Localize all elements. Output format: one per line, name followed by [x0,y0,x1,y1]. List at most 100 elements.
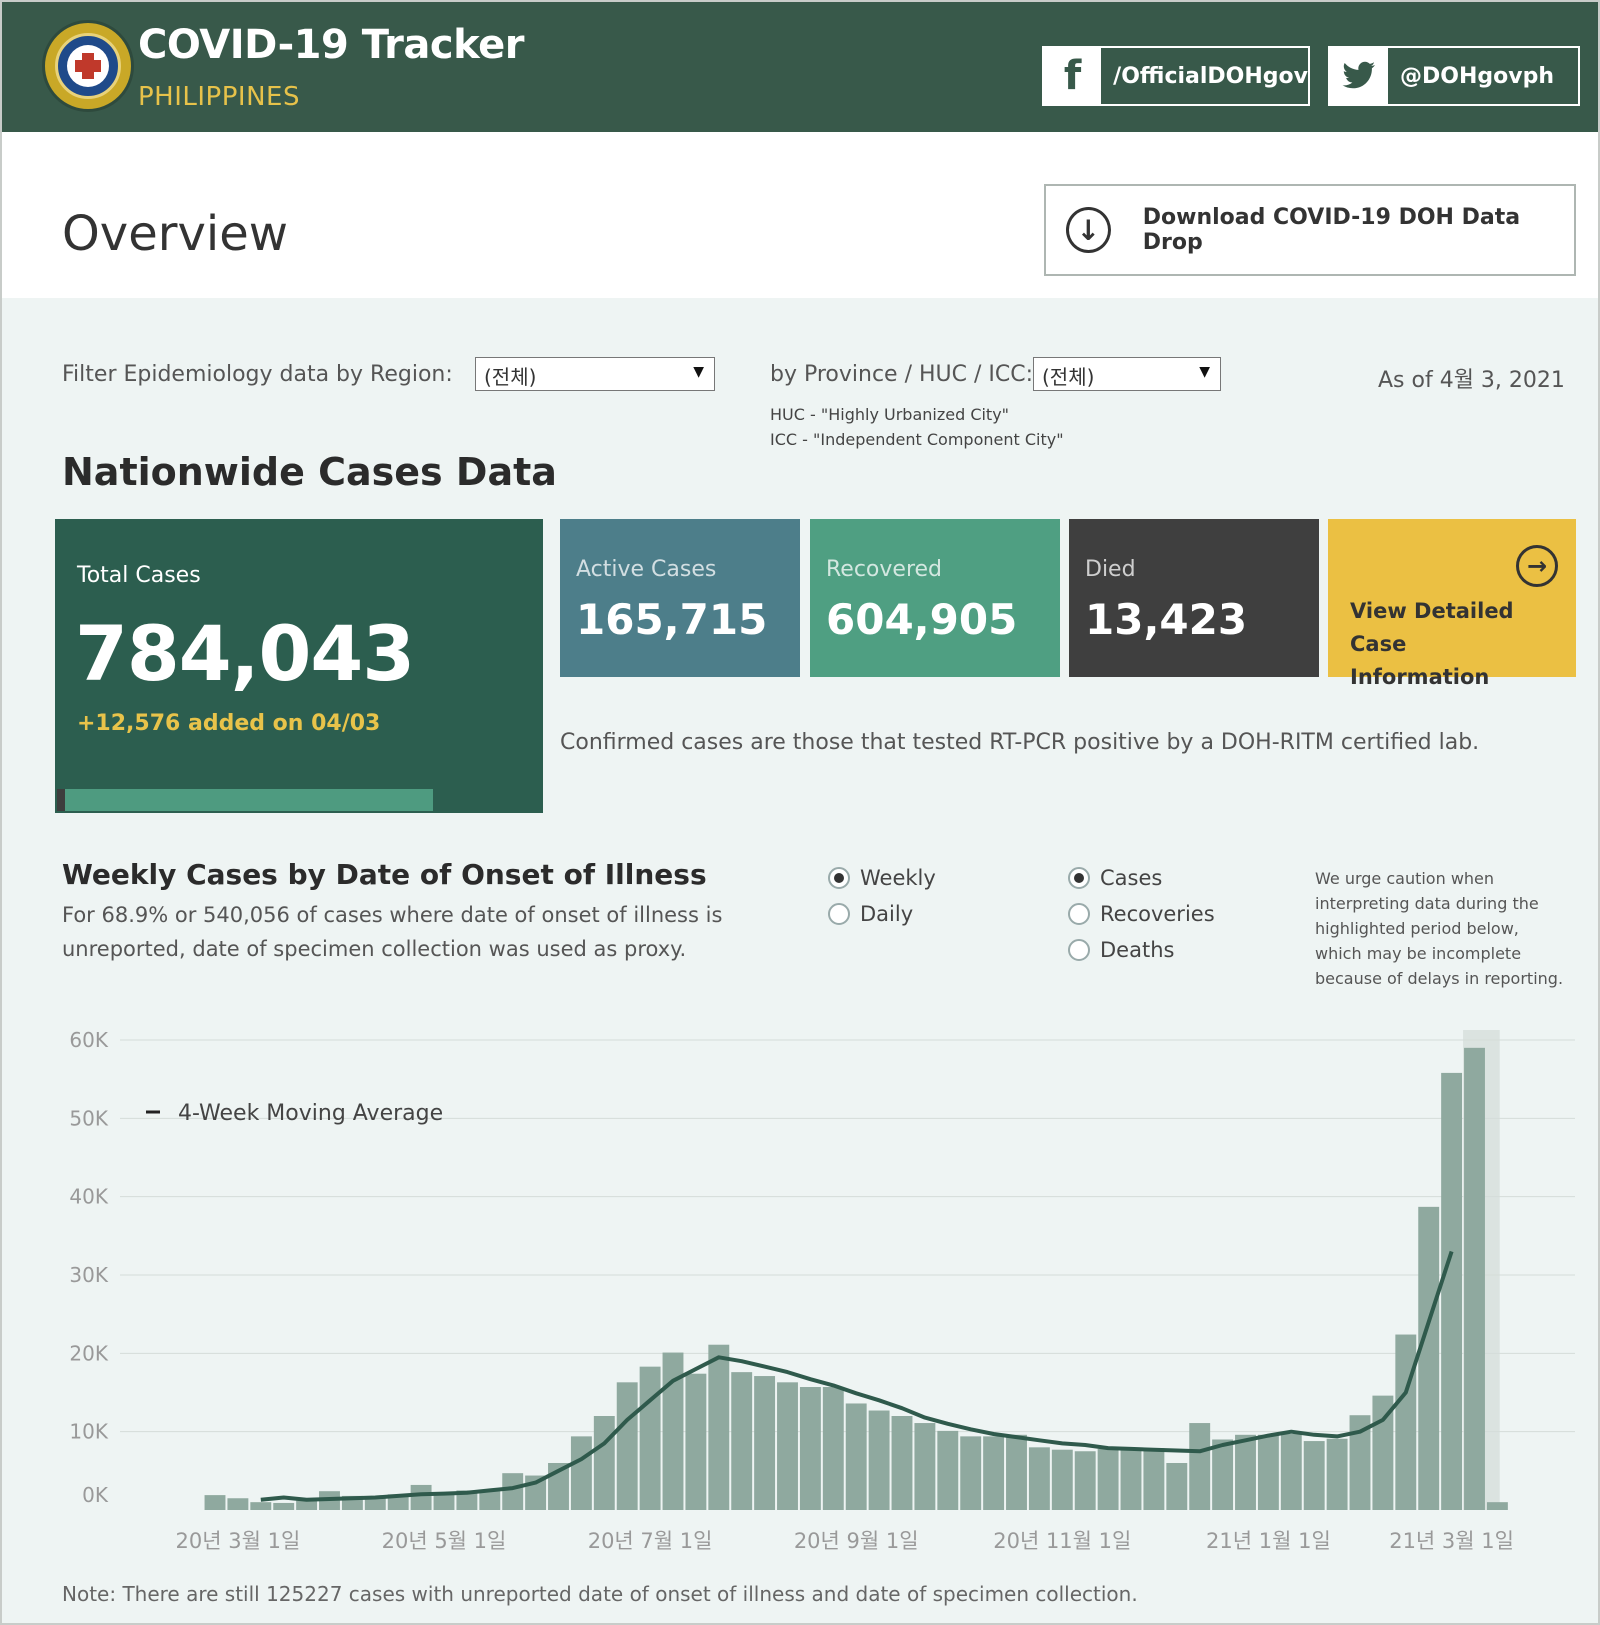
nationwide-title: Nationwide Cases Data [62,450,557,494]
died-label: Died [1085,557,1136,582]
radio-cases[interactable]: Cases [1068,866,1162,890]
y-tick-label: 0K [82,1483,109,1507]
total-cases-card: Total Cases 784,043 +12,576 added on 04/… [55,519,543,813]
bar [937,1430,959,1510]
bar [662,1352,684,1510]
recovered-value: 604,905 [826,595,1018,644]
bar [891,1416,913,1510]
bar [1395,1334,1417,1510]
facebook-icon: f [1044,48,1102,104]
died-card: Died 13,423 [1069,519,1319,677]
caution-note: We urge caution when interpreting data d… [1315,869,1564,988]
page-title: Overview [62,206,288,262]
bar [1464,1047,1485,1510]
radio-weekly[interactable]: Weekly [828,866,936,890]
bar [1349,1415,1371,1510]
bar [1006,1434,1027,1510]
y-tick-label: 60K [69,1028,108,1052]
x-tick-label: 21년 1월 1일 [1206,1529,1331,1553]
radio-cases-label: Cases [1100,866,1163,890]
x-tick-label: 20년 3월 1일 [176,1529,301,1553]
bar [799,1387,821,1510]
y-tick-label: 50K [69,1106,108,1130]
weekly-cases-chart: 0K 10K 20K 30K 40K 50K 60K 20년 3월 1일 20년 5월 1일 20… [69,1028,1575,1553]
region-select[interactable]: (전체) ▼ [475,357,715,391]
radio-recoveries-label: Recoveries [1100,902,1215,926]
download-data-button[interactable]: ↓ Download COVID-19 DOH Data Drop [1044,184,1576,276]
twitter-link[interactable]: @DOHgovph [1328,46,1580,106]
bar [227,1498,249,1510]
bar [479,1491,501,1510]
twitter-label: @DOHgovph [1400,63,1554,89]
radio-deaths[interactable]: Deaths [1068,938,1174,962]
bar [250,1502,272,1510]
bar [616,1382,638,1510]
unreported-cases-note: Note: There are still 125227 cases with … [62,1582,1138,1606]
bar [1280,1434,1302,1510]
recovered-label: Recovered [826,557,943,582]
proportion-bar-recovered [57,789,433,811]
bar [1235,1434,1256,1510]
radio-selected-icon [1068,867,1090,889]
active-cases-value: 165,715 [576,595,768,644]
bar [593,1416,615,1510]
confirmed-cases-note: Confirmed cases are those that tested RT… [560,730,1480,755]
total-cases-value: 784,043 [75,609,415,698]
legend-label: 4-Week Moving Average [178,1101,443,1126]
bar [1028,1447,1050,1510]
active-cases-card: Active Cases 165,715 [560,519,800,677]
weekly-chart-title: Weekly Cases by Date of Onset of Illness [62,858,707,891]
twitter-icon [1330,48,1388,104]
region-filter-label: Filter Epidemiology data by Region: [62,362,453,387]
view-detailed-case-button[interactable]: → View Detailed Case Information [1328,519,1576,689]
died-value: 13,423 [1085,595,1248,644]
bar [960,1436,982,1510]
app-subtitle: PHILIPPINES [138,82,300,112]
province-select[interactable]: (전체) ▼ [1033,357,1221,391]
view-detailed-label: View Detailed Case Information [1350,599,1514,689]
bar [1074,1451,1096,1510]
bar [1257,1434,1279,1510]
download-icon: ↓ [1066,207,1111,253]
facebook-link[interactable]: f /OfficialDOHgov [1042,46,1310,106]
bar [570,1436,592,1510]
bar [1143,1448,1165,1510]
x-tick-label: 20년 11월 1일 [993,1529,1131,1553]
bar [433,1492,455,1510]
proportion-bar-died [57,789,65,811]
radio-empty-icon [1068,903,1090,925]
bar [731,1372,753,1510]
moving-average-line [260,1250,1454,1502]
bar [1120,1448,1142,1510]
x-tick-label: 21년 3월 1일 [1389,1529,1514,1553]
radio-daily[interactable]: Daily [828,902,913,926]
bar [685,1373,707,1510]
bar [754,1376,776,1510]
bar [1486,1502,1508,1510]
download-label: Download COVID-19 DOH Data Drop [1142,205,1521,255]
bar [502,1473,524,1510]
radio-weekly-label: Weekly [860,866,936,890]
recovered-card: Recovered 604,905 [810,519,1060,677]
active-cases-label: Active Cases [576,557,717,582]
radio-recoveries[interactable]: Recoveries [1068,902,1215,926]
doh-seal-logo [42,20,134,112]
x-tick-label: 20년 7월 1일 [588,1529,713,1553]
radio-deaths-label: Deaths [1100,938,1175,962]
bar [708,1344,730,1510]
bar [1303,1441,1325,1510]
bar [1166,1463,1188,1510]
bar [639,1366,661,1510]
chevron-down-icon: ▼ [693,364,704,380]
cases-added-today: +12,576 added on 04/03 [77,711,381,736]
bar [914,1423,936,1510]
bar [1097,1448,1119,1510]
app-title: COVID-19 Tracker [138,22,524,68]
top-header: COVID-19 Tracker PHILIPPINES f /Official… [2,2,1598,132]
bar [777,1382,798,1510]
bar [296,1500,318,1510]
bar [364,1498,386,1510]
bar [845,1403,867,1510]
huc-icc-note: HUC - "Highly Urbanized City" ICC - "Ind… [770,402,1064,452]
